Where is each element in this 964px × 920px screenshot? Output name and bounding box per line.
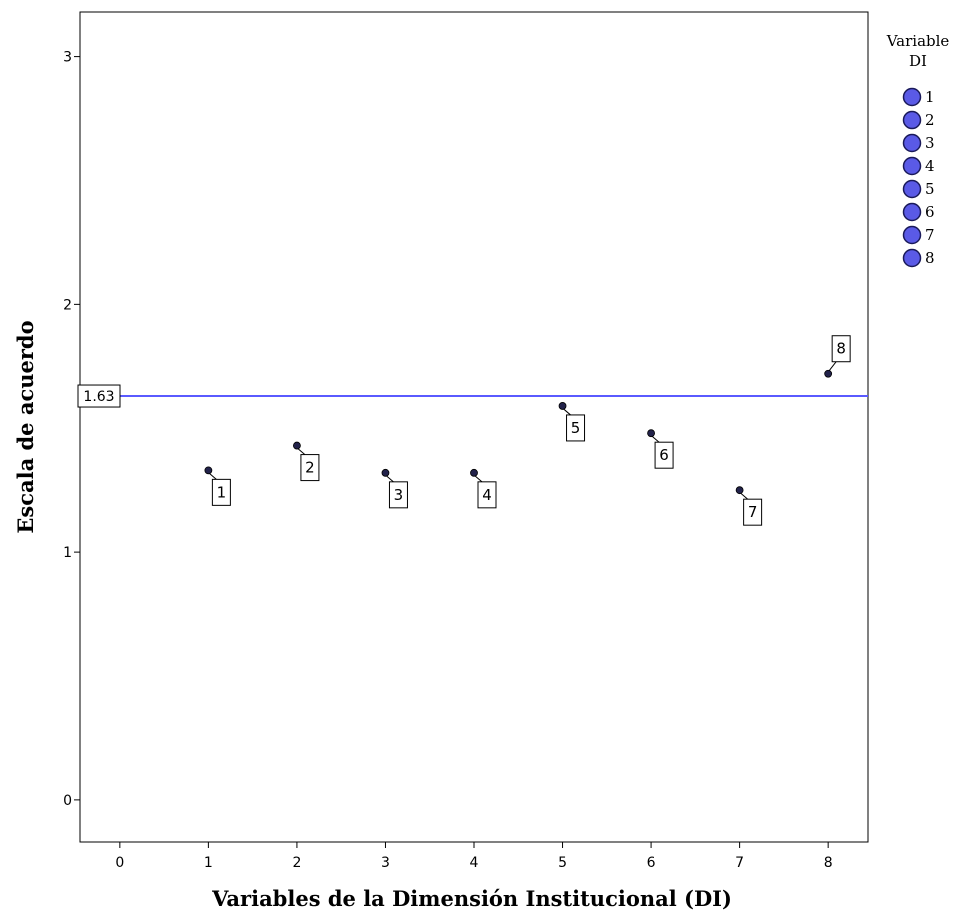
y-tick-label: 0 <box>63 793 72 809</box>
legend-title-line1: Variable <box>886 32 950 50</box>
y-axis: 0 1 2 3 <box>63 50 80 809</box>
legend-marker-icon <box>902 110 922 130</box>
point-label-box <box>477 481 497 509</box>
data-point-group: 3 <box>381 468 408 509</box>
legend-entry-label: 7 <box>925 226 935 244</box>
point-label-leader <box>828 361 837 372</box>
data-point-group: 7 <box>735 486 763 526</box>
legend-marker-icon <box>902 248 922 268</box>
x-tick-label: 7 <box>735 855 744 871</box>
x-tick-label: 5 <box>558 855 567 871</box>
x-tick-label: 8 <box>824 855 833 871</box>
x-tick-label: 6 <box>647 855 656 871</box>
data-point-group: 4 <box>470 468 497 509</box>
y-tick-label: 3 <box>63 50 72 66</box>
data-point-marker <box>558 402 567 410</box>
data-point-marker <box>824 369 833 378</box>
x-tick-label: 3 <box>381 855 390 871</box>
y-axis-title: Escala de acuerdo <box>13 320 38 533</box>
data-point-marker <box>381 468 390 477</box>
legend-entry-label: 1 <box>925 88 935 106</box>
point-label-box <box>743 498 763 526</box>
point-label-box <box>300 454 320 482</box>
x-tick-label: 4 <box>470 855 479 871</box>
data-point-group: 8 <box>824 335 851 378</box>
data-point-marker <box>647 429 655 438</box>
point-label-leader <box>386 475 394 483</box>
legend-entries: 1 2 3 4 5 6 7 8 <box>902 87 935 268</box>
point-label: 6 <box>659 446 669 464</box>
legend-entry-label: 6 <box>925 203 935 221</box>
y-tick-label: 1 <box>63 545 72 561</box>
point-label-leader <box>297 448 306 455</box>
y-tick-label: 2 <box>63 297 72 313</box>
data-point-marker <box>735 486 744 495</box>
reference-line-label: 1.63 <box>83 389 114 405</box>
x-tick-label: 0 <box>115 855 124 871</box>
point-label-box <box>566 414 586 442</box>
point-label: 7 <box>748 503 758 521</box>
data-point-group: 6 <box>647 429 674 469</box>
legend-marker-icon <box>902 202 922 222</box>
point-label: 8 <box>836 340 846 358</box>
x-axis: 0 1 2 3 4 5 6 7 8 <box>115 842 833 871</box>
point-label: 3 <box>394 486 404 504</box>
point-label: 5 <box>571 419 581 437</box>
point-label-leader <box>474 475 483 483</box>
data-point-group: 2 <box>293 441 320 482</box>
data-point-marker <box>470 468 478 477</box>
reference-line-group: 1.63 <box>77 384 868 408</box>
legend-entry-label: 3 <box>925 134 935 152</box>
point-label-box <box>831 335 851 363</box>
legend-marker-icon <box>902 133 922 153</box>
x-axis-title: Variables de la Dimensión Institucional … <box>211 886 732 911</box>
legend-entry-label: 5 <box>925 180 935 198</box>
point-label: 1 <box>217 483 227 501</box>
point-label-box <box>211 478 231 506</box>
legend-marker-icon <box>902 87 922 107</box>
point-label: 2 <box>305 459 315 477</box>
point-label-leader <box>209 472 217 480</box>
point-label-box <box>654 441 674 469</box>
point-label: 4 <box>482 486 492 504</box>
point-label-leader <box>563 408 571 416</box>
legend-entry-label: 2 <box>925 111 935 129</box>
data-points: 1 2 3 4 5 6 7 8 <box>204 335 851 526</box>
legend-marker-icon <box>902 225 922 245</box>
point-label-leader <box>740 492 748 500</box>
data-point-marker <box>293 441 301 450</box>
legend-entry-label: 4 <box>925 157 935 175</box>
x-tick-label: 2 <box>292 855 301 871</box>
reference-line-label-box <box>77 384 121 408</box>
data-point-group: 1 <box>204 466 231 506</box>
data-point-marker <box>204 466 213 475</box>
legend-title-line2: DI <box>909 52 927 70</box>
legend: Variable DI 1 2 3 4 5 6 7 8 <box>886 32 950 268</box>
legend-marker-icon <box>902 179 922 199</box>
legend-marker-icon <box>902 156 922 176</box>
data-point-group: 5 <box>558 402 586 442</box>
x-tick-label: 1 <box>204 855 213 871</box>
point-label-box <box>388 481 408 509</box>
point-label-leader <box>651 435 660 443</box>
legend-entry-label: 8 <box>925 249 935 267</box>
